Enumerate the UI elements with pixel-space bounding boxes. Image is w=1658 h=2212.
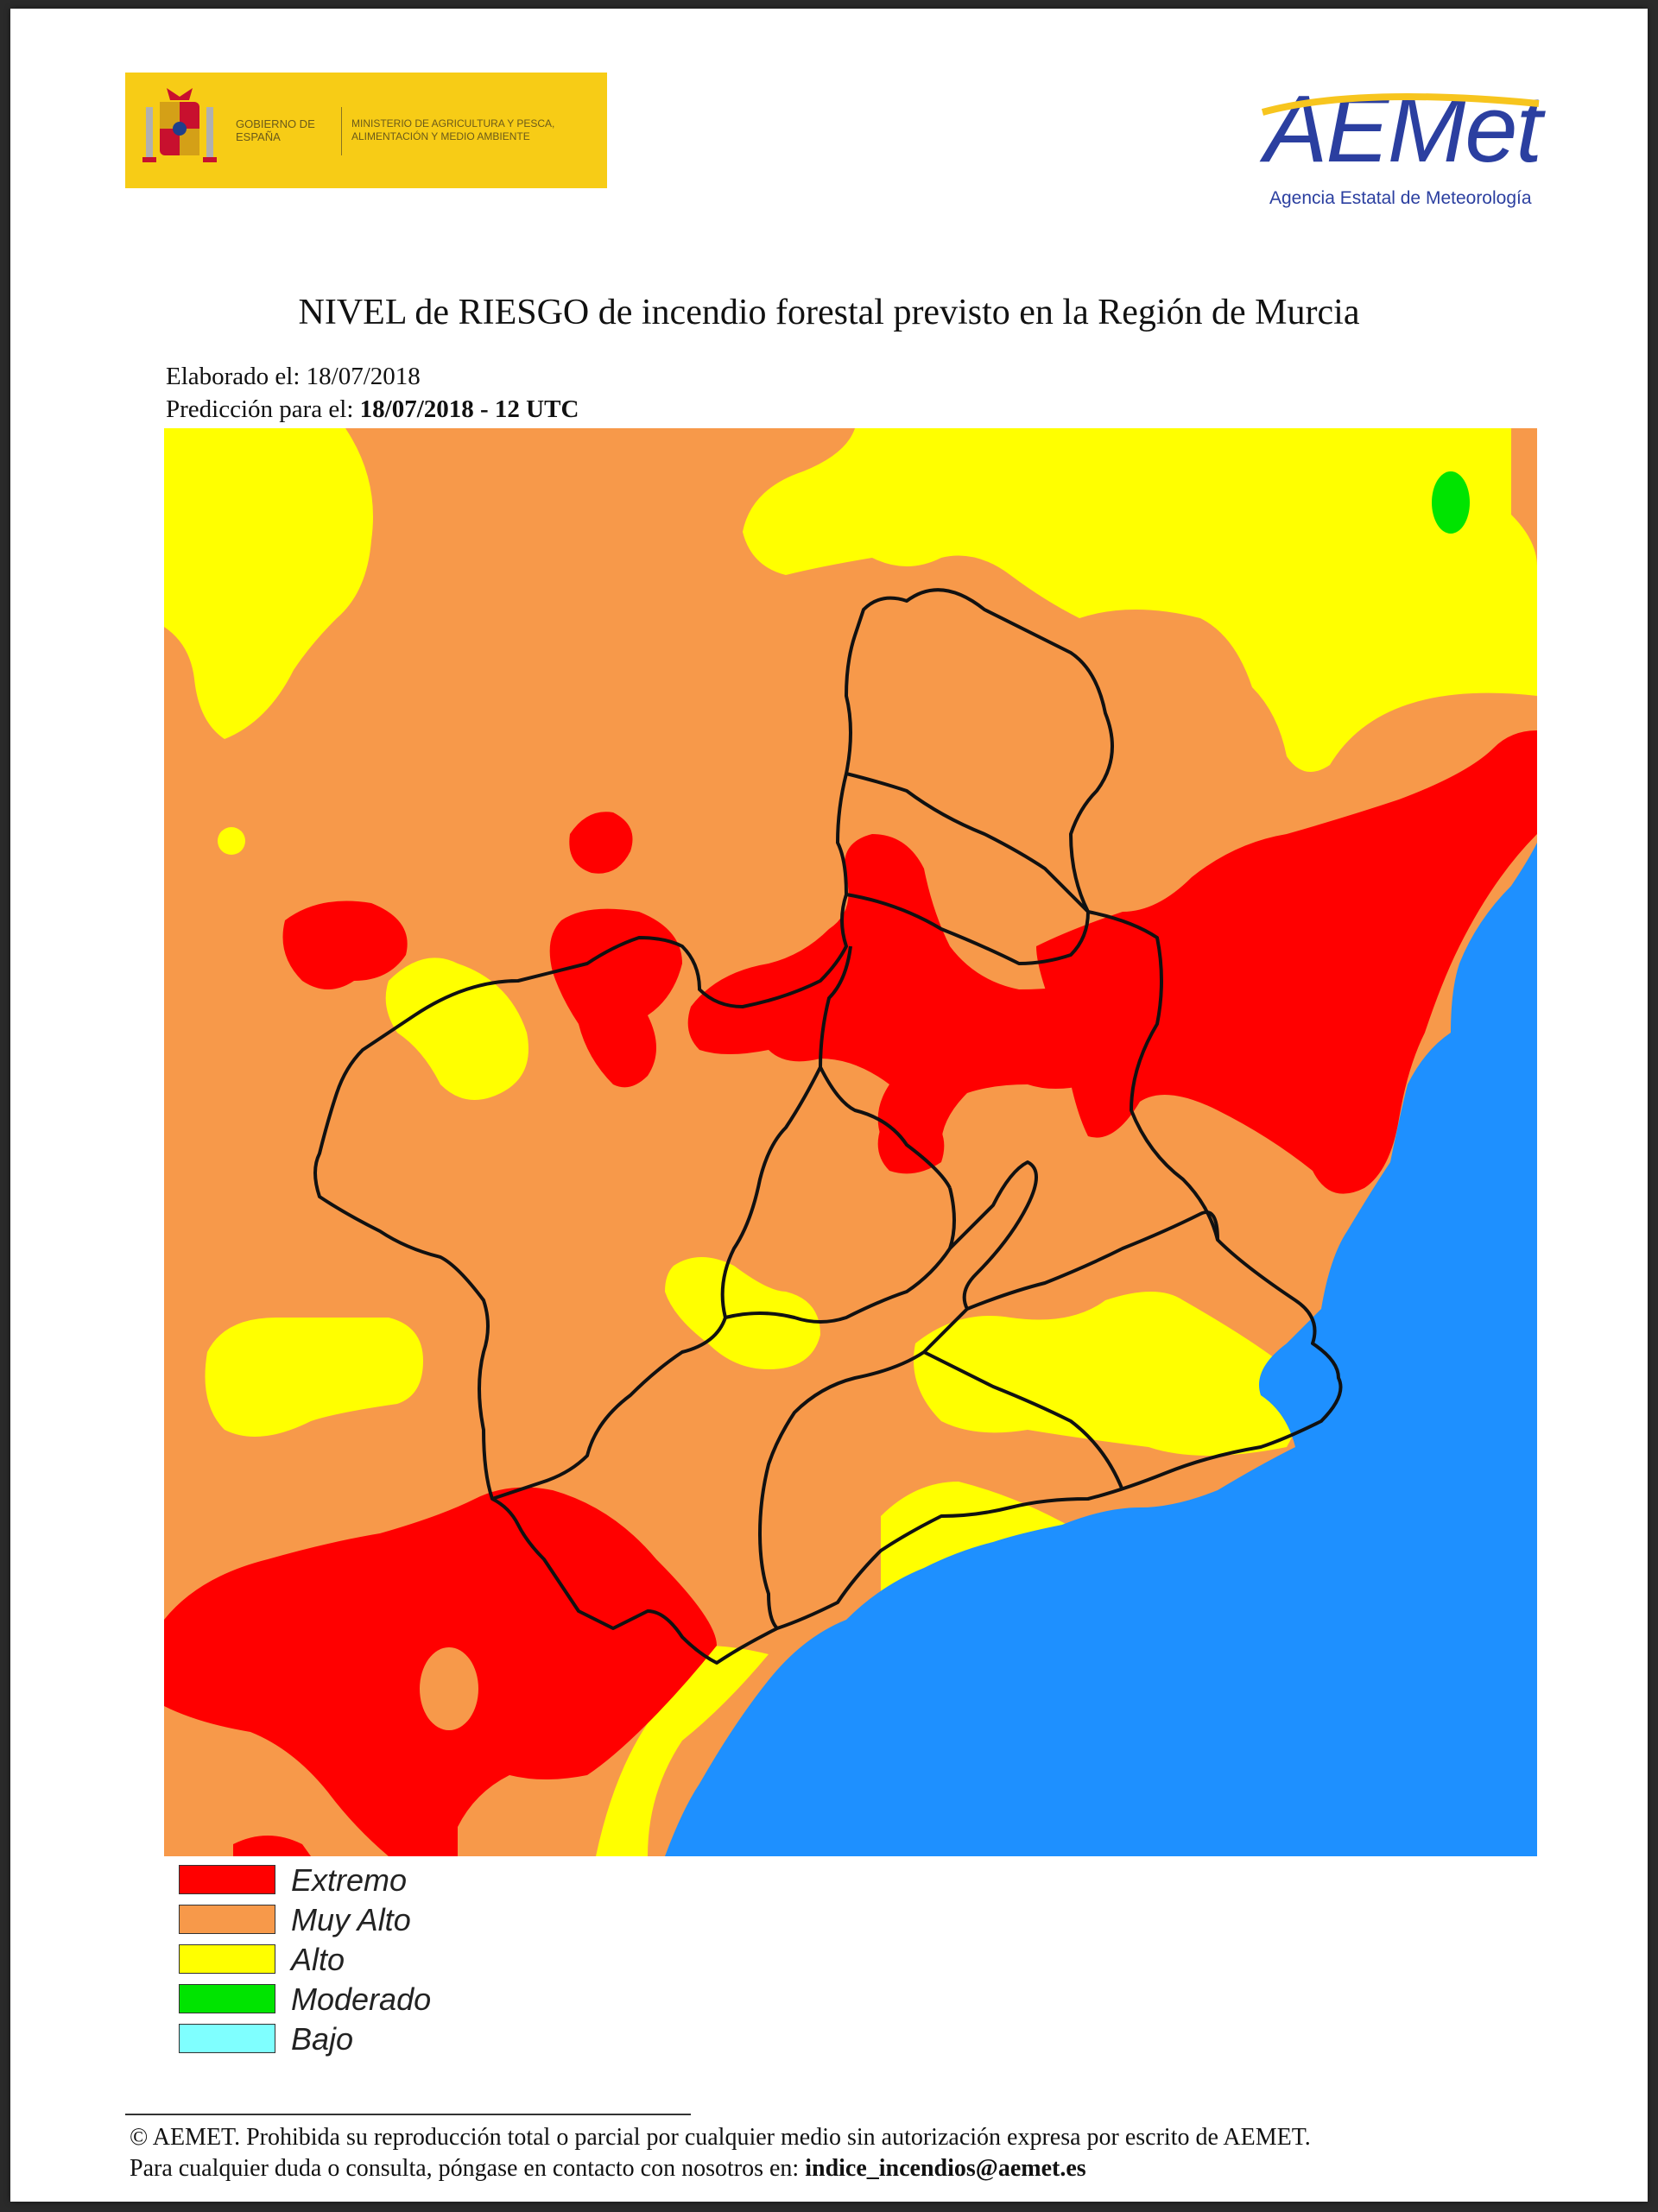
- boundary-north-inner: [845, 772, 1090, 913]
- footer-contact-email[interactable]: indice_incendios@aemet.es: [805, 2155, 1086, 2182]
- risk-area-extremo-northwest-spot: [569, 812, 633, 874]
- ministry-logo-text: MINISTERIO DE AGRICULTURA Y PESCA, ALIME…: [351, 117, 555, 142]
- risk-area-extremo-midwest: [549, 908, 682, 1088]
- boundary-central: [491, 1066, 822, 1501]
- boundary-southeast: [966, 1210, 1219, 1311]
- coastal-lagoon: [1321, 1331, 1351, 1395]
- document-page: GOBIERNO DE ESPAÑA MINISTERIO DE AGRICUL…: [10, 9, 1648, 2202]
- legend-swatch: [179, 1865, 275, 1894]
- risk-area-alto-northeast: [743, 428, 1537, 772]
- risk-area-alto-southwest-blob: [205, 1318, 423, 1437]
- legend-label: Moderado: [291, 1981, 432, 2017]
- risk-area-alto-west-blob: [385, 957, 528, 1100]
- risk-area-alto-small-dot: [218, 827, 245, 855]
- boundary-east: [923, 1350, 1124, 1491]
- boundary-north-2: [819, 945, 952, 1189]
- legend-swatch: [179, 1944, 275, 1974]
- legend-swatch: [179, 1905, 275, 1934]
- boundary-north: [845, 893, 1090, 965]
- legend-label: Extremo: [291, 1862, 408, 1898]
- risk-area-alto-southwest-coast: [596, 1646, 769, 1856]
- legend-label: Muy Alto: [291, 1902, 411, 1937]
- logo-divider: [341, 107, 342, 155]
- risk-map: [164, 428, 1537, 1856]
- footer-contact-text: Para cualquier duda o consulta, póngase …: [130, 2155, 800, 2182]
- risk-area-moderado: [1432, 471, 1470, 534]
- prepared-date-line: Elaborado el: 18/07/2018: [166, 363, 421, 391]
- footer-rule: [125, 2114, 691, 2115]
- footer-copyright: © AEMET. Prohibida su reproducción total…: [130, 2124, 1311, 2151]
- forecast-value: 18/07/2018 - 12 UTC: [359, 395, 579, 423]
- risk-area-alto-northwest: [164, 428, 373, 739]
- region-outline: [313, 588, 1343, 1665]
- forecast-label: Predicción para el:: [166, 395, 354, 423]
- legend-item-bajo: Bajo: [179, 2020, 490, 2058]
- forecast-date-line: Predicción para el: 18/07/2018 - 12 UTC: [166, 395, 579, 424]
- legend-swatch: [179, 1984, 275, 2013]
- prepared-date: 18/07/2018: [306, 363, 421, 390]
- boundary-south: [758, 1307, 969, 1630]
- legend-item-extremo: Extremo: [179, 1861, 490, 1899]
- risk-area-extremo-west: [282, 901, 408, 989]
- boundary-central-2: [725, 1160, 1038, 1324]
- legend-swatch: [179, 2024, 275, 2053]
- government-logo: GOBIERNO DE ESPAÑA MINISTERIO DE AGRICUL…: [125, 73, 607, 188]
- legend-item-alto: Alto: [179, 1941, 490, 1979]
- comarca-boundaries: [313, 588, 1343, 1665]
- coat-of-arms-icon: [142, 88, 217, 162]
- government-logo-text: GOBIERNO DE ESPAÑA: [236, 117, 315, 143]
- risk-area-muyalto-hole: [420, 1647, 478, 1730]
- page-title: NIVEL de RIESGO de incendio forestal pre…: [298, 293, 1360, 332]
- legend-label: Bajo: [291, 2021, 354, 2057]
- footer-contact: Para cualquier duda o consulta, póngase …: [130, 2155, 1086, 2183]
- legend-label: Alto: [291, 1942, 345, 1977]
- legend-item-muy-alto: Muy Alto: [179, 1901, 490, 1939]
- risk-area-extremo-bottom: [233, 1836, 311, 1856]
- aemet-logo: AEMet Agencia Estatal de Meteorología: [1254, 78, 1547, 216]
- sea-area: [665, 843, 1537, 1856]
- boundary-central-3: [948, 1187, 956, 1249]
- prepared-label: Elaborado el:: [166, 363, 301, 390]
- risk-area-extremo-northeast: [1036, 730, 1537, 1194]
- risk-area-extremo-central: [687, 834, 1131, 1152]
- aemet-swoosh-icon: [1261, 93, 1540, 116]
- risk-area-alto-southeast-band: [914, 1292, 1302, 1456]
- aemet-logo-subtitle: Agencia Estatal de Meteorología: [1269, 188, 1532, 208]
- legend-item-moderado: Moderado: [179, 1981, 490, 2019]
